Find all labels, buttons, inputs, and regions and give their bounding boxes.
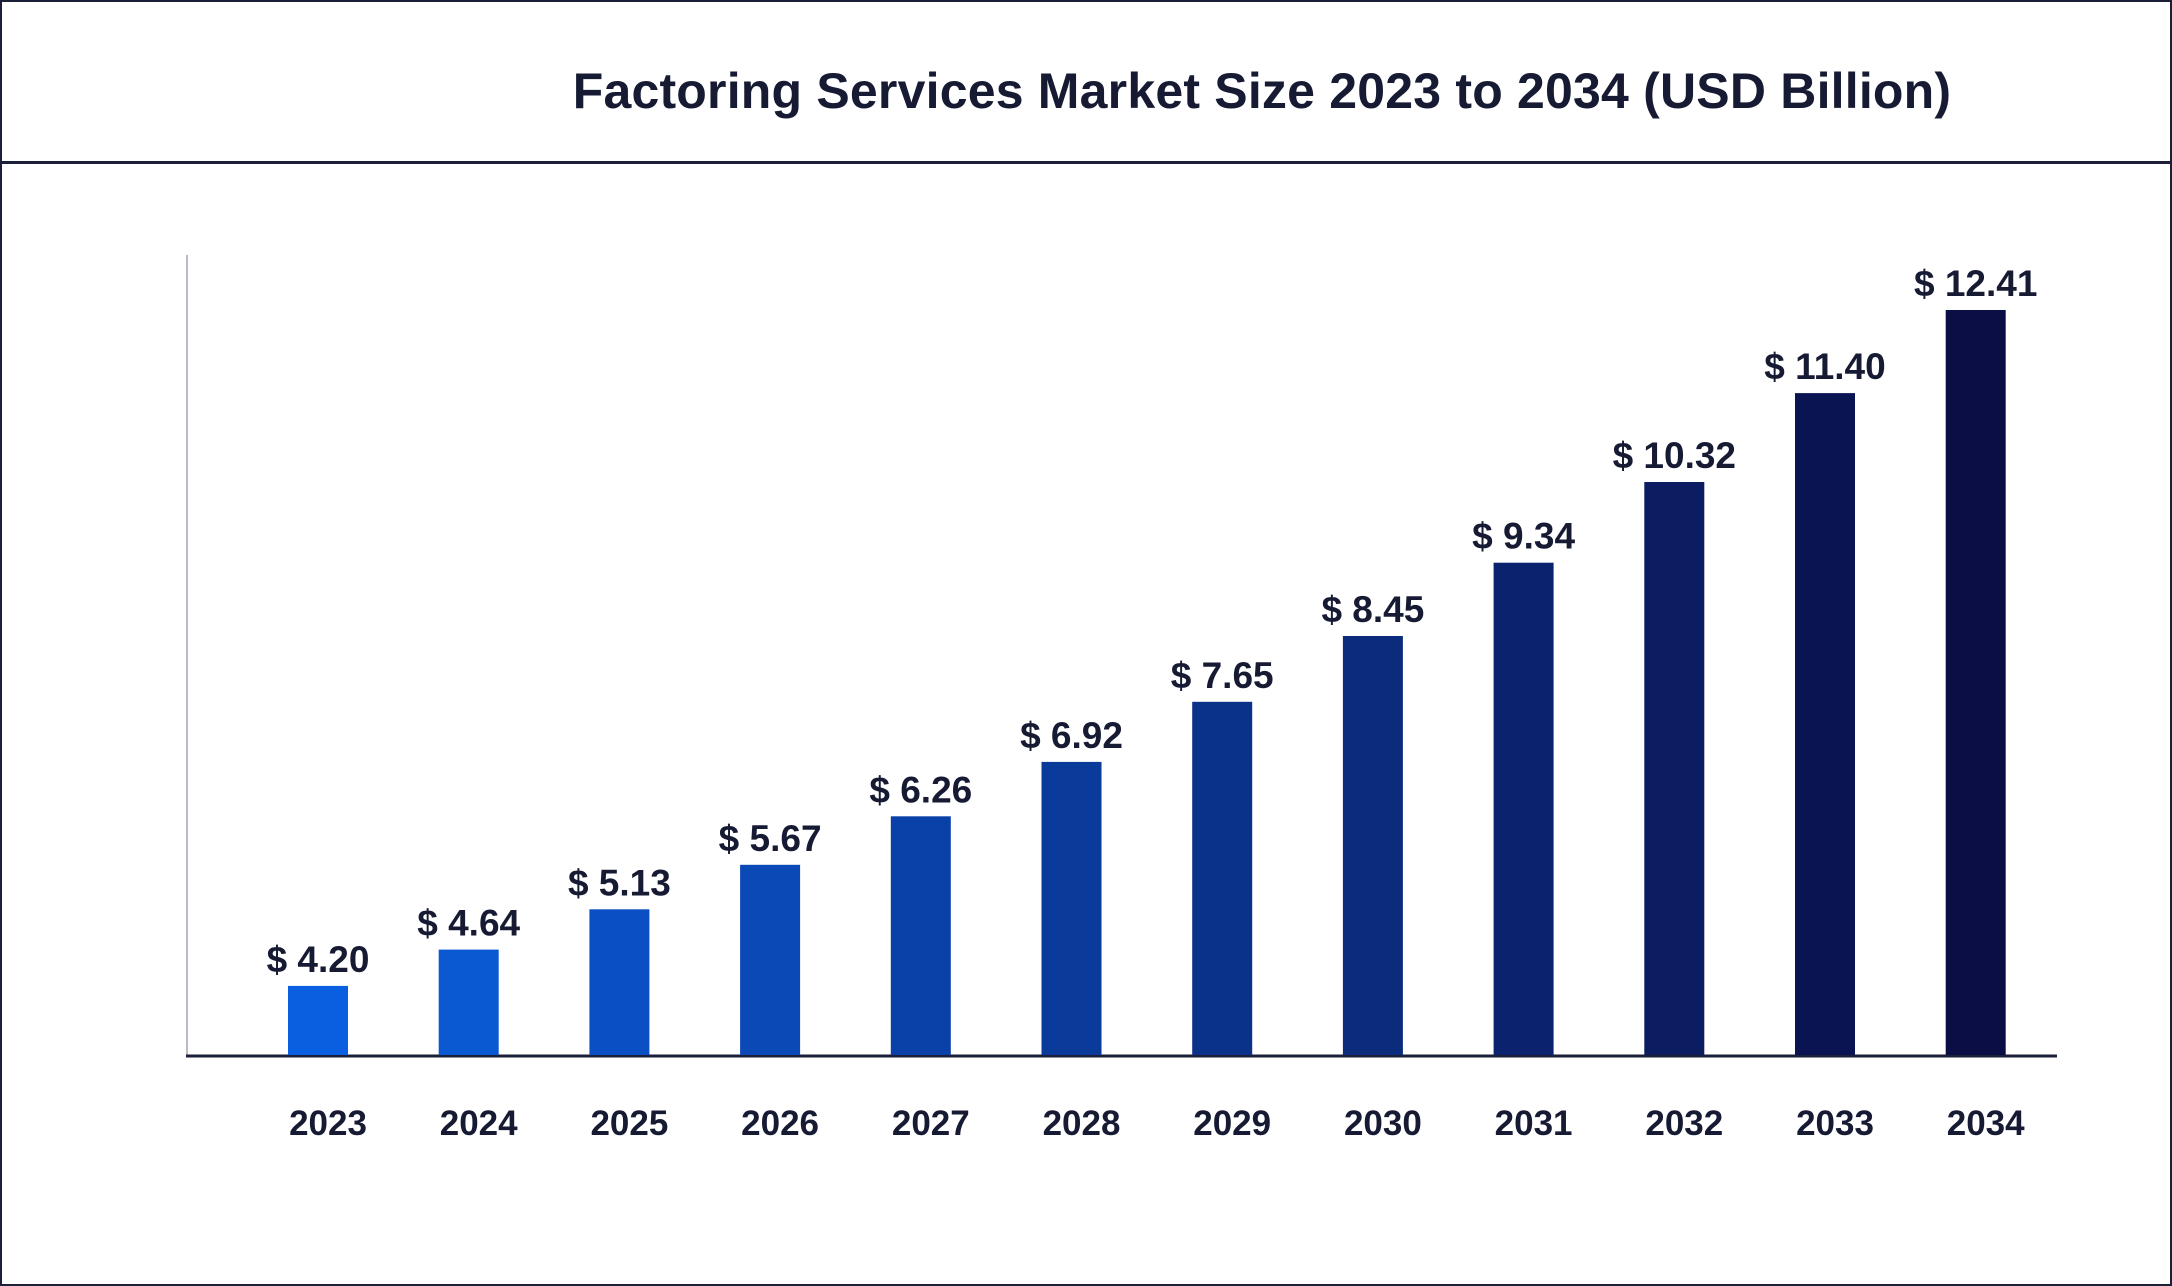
bar-2029 xyxy=(1192,701,1253,1055)
bar-series xyxy=(288,310,2006,1056)
x-tick-labels: 2023 2024 2025 2026 2027 2028 2029 2030 2031 2032… xyxy=(289,1104,2025,1143)
bar-2027 xyxy=(890,816,951,1055)
value-label-2033: $ 11.40 xyxy=(1764,346,1885,387)
x-tick-label-2030: 2030 xyxy=(1344,1104,1422,1143)
value-label-2024: $ 4.64 xyxy=(417,903,520,944)
x-tick-label-2031: 2031 xyxy=(1495,1104,1573,1143)
value-label-2031: $ 9.34 xyxy=(1472,516,1575,557)
value-label-2028: $ 6.92 xyxy=(1020,715,1123,756)
chart-header: Factoring Services Market Size 2023 to 2… xyxy=(2,2,2170,164)
x-tick-label-2023: 2023 xyxy=(289,1104,367,1143)
bar-2033 xyxy=(1795,393,1855,1056)
x-tick-label-2032: 2032 xyxy=(1645,1104,1723,1143)
value-label-2032: $ 10.32 xyxy=(1613,435,1736,476)
x-tick-label-2025: 2025 xyxy=(590,1104,668,1143)
value-label-2026: $ 5.67 xyxy=(719,818,822,859)
value-label-2030: $ 8.45 xyxy=(1321,589,1424,630)
value-label-2029: $ 7.65 xyxy=(1171,655,1274,696)
x-tick-label-2026: 2026 xyxy=(741,1104,819,1143)
x-tick-label-2033: 2033 xyxy=(1796,1104,1874,1143)
value-label-2025: $ 5.13 xyxy=(568,862,671,903)
x-tick-label-2027: 2027 xyxy=(892,1104,970,1143)
bar-2023 xyxy=(288,985,348,1055)
value-label-2027: $ 6.26 xyxy=(869,769,972,810)
bar-2030 xyxy=(1342,636,1403,1055)
bar-2031 xyxy=(1493,562,1554,1055)
x-tick-label-2028: 2028 xyxy=(1043,1104,1121,1143)
bar-2025 xyxy=(589,909,650,1055)
bar-2028 xyxy=(1041,761,1102,1055)
chart-title: Factoring Services Market Size 2023 to 2… xyxy=(572,63,1952,119)
x-tick-label-2024: 2024 xyxy=(440,1104,518,1143)
bar-2024 xyxy=(438,949,499,1055)
bar-2026 xyxy=(740,864,801,1055)
value-label-2034: $ 12.41 xyxy=(1914,263,2037,304)
bar-2034 xyxy=(1945,310,2006,1055)
bar-2032 xyxy=(1644,482,1705,1055)
value-labels: $ 4.20 $ 4.64 $ 5.13 $ 5.67 $ 6.26 $ 6.92 $ 7.… xyxy=(267,263,2038,980)
x-tick-label-2034: 2034 xyxy=(1947,1104,2025,1143)
value-label-2023: $ 4.20 xyxy=(267,939,370,980)
x-tick-label-2029: 2029 xyxy=(1193,1104,1271,1143)
